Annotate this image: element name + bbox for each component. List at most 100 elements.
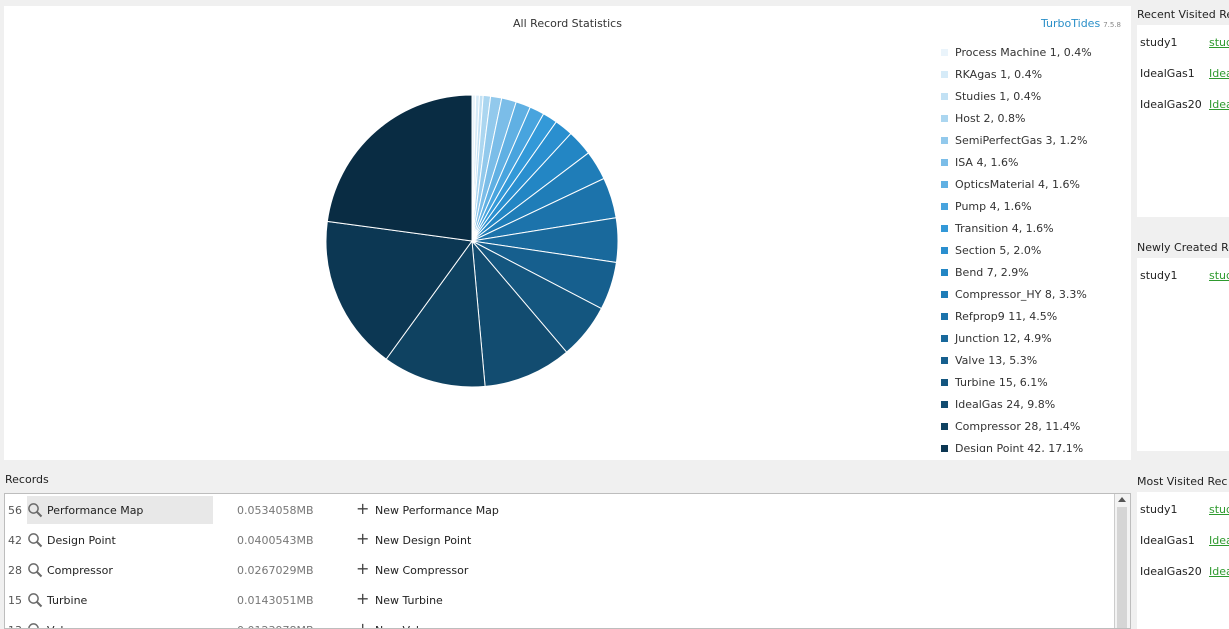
search-icon[interactable] [27, 532, 43, 548]
legend-item[interactable]: Valve 13, 5.3% [941, 353, 1037, 375]
plus-icon[interactable]: + [356, 619, 370, 629]
legend-item[interactable]: Host 2, 0.8% [941, 111, 1025, 133]
record-count: 56 [8, 504, 22, 517]
search-icon[interactable] [27, 502, 43, 518]
legend-swatch [941, 401, 948, 408]
record-row[interactable]: 42 Design Point 0.0400543MB + New Design Poi… [5, 525, 1115, 555]
new-record-button[interactable]: New Compressor [375, 564, 469, 577]
legend-item[interactable]: ISA 4, 1.6% [941, 155, 1018, 177]
pie-slice-idealgas[interactable] [471, 239, 568, 387]
pie-chart [325, 94, 619, 388]
legend-item[interactable]: Compressor_HY 8, 3.3% [941, 287, 1087, 309]
legend-label: Process Machine 1, 0.4% [955, 46, 1092, 59]
legend-swatch [941, 291, 948, 298]
plus-icon[interactable]: + [356, 559, 370, 578]
side-list-row: study1 stud [1140, 36, 1229, 49]
pie-slice-performance-map[interactable] [326, 94, 473, 242]
legend-item[interactable]: Pump 4, 1.6% [941, 199, 1032, 221]
legend-item[interactable]: RKAgas 1, 0.4% [941, 67, 1042, 89]
newly-created-title: Newly Created Re [1137, 241, 1229, 254]
record-type-name[interactable]: Compressor [47, 564, 113, 577]
record-link[interactable]: Idea [1209, 98, 1229, 111]
legend-item[interactable]: Turbine 15, 6.1% [941, 375, 1048, 397]
legend-item[interactable]: OpticsMaterial 4, 1.6% [941, 177, 1080, 199]
record-statistics-panel: All Record Statistics TurboTides 7.5.8 Pr… [4, 6, 1131, 460]
scroll-thumb[interactable] [1117, 507, 1127, 628]
new-record-button[interactable]: New Turbine [375, 594, 443, 607]
record-link[interactable]: Idea [1209, 534, 1229, 547]
side-list-row: study1 stud [1140, 503, 1229, 516]
record-link[interactable]: stud [1209, 36, 1229, 49]
records-list[interactable]: 56 Performance Map 0.0534058MB + New Perform… [4, 493, 1131, 629]
scroll-up-arrow-icon[interactable] [1118, 497, 1126, 502]
legend-swatch [941, 181, 948, 188]
plus-icon[interactable]: + [356, 589, 370, 608]
record-size: 0.0534058MB [237, 504, 314, 517]
legend-swatch [941, 335, 948, 342]
legend-item[interactable]: Studies 1, 0.4% [941, 89, 1041, 111]
legend-item[interactable]: Transition 4, 1.6% [941, 221, 1054, 243]
record-row[interactable]: 56 Performance Map 0.0534058MB + New Perform… [5, 495, 1115, 525]
legend-label: ISA 4, 1.6% [955, 156, 1019, 169]
legend-label: Pump 4, 1.6% [955, 200, 1032, 213]
search-icon[interactable] [27, 562, 43, 578]
most-visited-title: Most Visited Rec [1137, 475, 1228, 488]
legend-item[interactable]: Design Point 42, 17.1% [941, 441, 1083, 452]
new-record-button[interactable]: New Design Point [375, 534, 472, 547]
pie-slice-compressor[interactable] [385, 239, 486, 388]
record-size: 0.0143051MB [237, 594, 314, 607]
legend-label: OpticsMaterial 4, 1.6% [955, 178, 1080, 191]
plus-icon[interactable]: + [356, 499, 370, 518]
legend-swatch [941, 225, 948, 232]
legend-item[interactable]: Bend 7, 2.9% [941, 265, 1029, 287]
record-row[interactable]: 28 Compressor 0.0267029MB + New Compressor [5, 555, 1115, 585]
most-visited-panel: study1 stud IdealGas1 Idea IdealGas20 Idea [1137, 492, 1229, 629]
record-row[interactable]: 15 Turbine 0.0143051MB + New Turbine [5, 585, 1115, 615]
record-type-name[interactable]: Turbine [47, 594, 88, 607]
legend-item[interactable]: Section 5, 2.0% [941, 243, 1041, 265]
side-list-row: IdealGas20 Idea [1140, 98, 1229, 111]
legend-item[interactable]: Refprop9 11, 4.5% [941, 309, 1057, 331]
new-record-button[interactable]: New Performance Map [375, 504, 499, 517]
legend-item[interactable]: Junction 12, 4.9% [941, 331, 1052, 353]
record-row[interactable]: 13 Valve 0.0123978MB + New Valve [5, 615, 1115, 629]
legend-item[interactable]: IdealGas 24, 9.8% [941, 397, 1055, 419]
legend-label: Compressor_HY 8, 3.3% [955, 288, 1087, 301]
pie-slice-design-point[interactable] [325, 220, 473, 360]
brand-name: TurboTides [1041, 17, 1101, 30]
side-list-row: IdealGas1 Idea [1140, 534, 1229, 547]
record-type-name[interactable]: Performance Map [47, 504, 144, 517]
record-link[interactable]: Idea [1209, 67, 1229, 80]
recent-visited-title: Recent Visited Re [1137, 8, 1229, 21]
new-record-button[interactable]: New Valve [375, 624, 432, 628]
legend-swatch [941, 203, 948, 210]
search-icon[interactable] [27, 592, 43, 608]
legend-label: Transition 4, 1.6% [955, 222, 1054, 235]
legend-item[interactable]: Compressor 28, 11.4% [941, 419, 1080, 441]
legend-swatch [941, 379, 948, 386]
legend-label: RKAgas 1, 0.4% [955, 68, 1043, 81]
record-type-name[interactable]: Design Point [47, 534, 116, 547]
record-link[interactable]: study1: s [1209, 269, 1229, 282]
record-name: IdealGas20 [1140, 98, 1202, 111]
legend-label: Junction 12, 4.9% [955, 332, 1052, 345]
legend-swatch [941, 423, 948, 430]
record-link[interactable]: stud [1209, 503, 1229, 516]
legend-swatch [941, 247, 948, 254]
record-link[interactable]: Idea [1209, 565, 1229, 578]
record-type-name[interactable]: Valve [47, 624, 77, 628]
records-scrollbar[interactable] [1114, 494, 1130, 628]
plus-icon[interactable]: + [356, 529, 370, 548]
legend-item[interactable]: Process Machine 1, 0.4% [941, 45, 1092, 67]
chart-legend: Process Machine 1, 0.4% RKAgas 1, 0.4% Stu… [941, 45, 1131, 452]
legend-swatch [941, 159, 948, 166]
legend-label: IdealGas 24, 9.8% [955, 398, 1056, 411]
legend-swatch [941, 49, 948, 56]
legend-swatch [941, 445, 948, 452]
search-icon[interactable] [27, 622, 43, 629]
legend-item[interactable]: SemiPerfectGas 3, 1.2% [941, 133, 1087, 155]
record-count: 28 [8, 564, 22, 577]
legend-label: Compressor 28, 11.4% [955, 420, 1081, 433]
side-list-row: IdealGas1 Idea [1140, 67, 1229, 80]
record-size: 0.0267029MB [237, 564, 314, 577]
